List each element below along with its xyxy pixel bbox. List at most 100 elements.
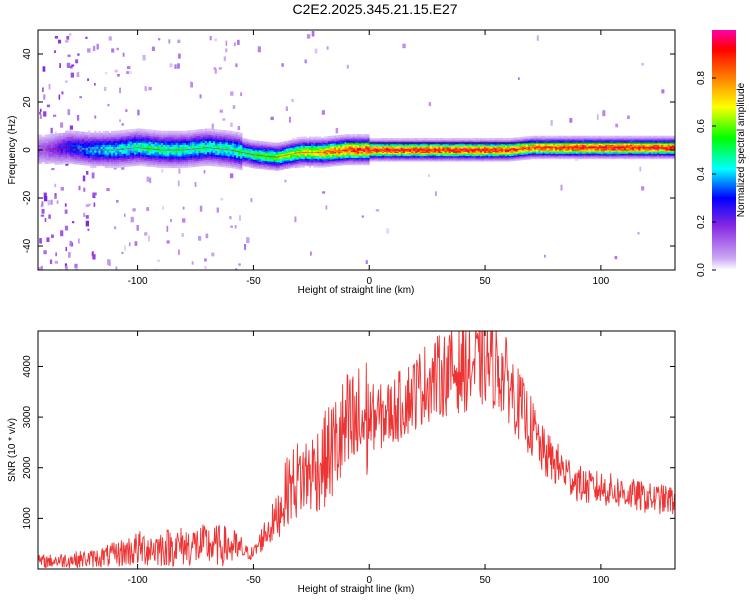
spectrogram-ridge-cell (459, 151, 462, 153)
spectrogram-ridge-cell (407, 142, 410, 145)
spectrogram-ridge-cell (419, 153, 422, 156)
spectrogram-ridge-cell (46, 157, 49, 161)
spectrogram-ridge-cell (411, 143, 414, 146)
spectrogram-noise-cell (59, 63, 61, 68)
spectrogram-ridge-cell (52, 153, 55, 156)
spectrogram-ridge-cell (104, 163, 107, 167)
spectrogram-ridge-cell (154, 147, 157, 151)
spectrogram-ridge-cell (263, 167, 266, 170)
spectrogram-ridge-cell (498, 159, 501, 162)
spectrogram-ridge-cell (236, 135, 239, 139)
spectrogram-ridge-cell (56, 156, 59, 160)
spectrogram-ridge-cell (100, 132, 103, 136)
spectrogram-ridge-cell (165, 142, 168, 145)
spectrogram-ridge-cell (411, 146, 414, 149)
spectrogram-ridge-cell (223, 137, 226, 141)
spectrogram-ridge-cell (429, 157, 433, 160)
spectrogram-ridge-cell (448, 144, 451, 147)
spectrogram-ridge-cell (375, 153, 378, 156)
spectrogram-ridge-cell (242, 158, 245, 161)
spectrogram-noise-cell (83, 212, 86, 217)
spectrogram-ridge-cell (75, 131, 78, 134)
spectrogram-ridge-cell (115, 161, 118, 165)
spectrogram-ridge-cell (146, 131, 149, 134)
spectrogram-ridge-cell (211, 132, 214, 136)
spectrogram-ridge-cell (281, 147, 285, 150)
spectrogram-ridge-cell (407, 155, 410, 158)
spectrogram-ridge-cell (125, 139, 128, 142)
spectrogram-ridge-cell (348, 147, 351, 150)
spectrogram-ridge-cell (246, 156, 249, 159)
spectrogram-ridge-cell (342, 159, 345, 162)
spectrogram-ridge-cell (100, 140, 103, 144)
spectrogram-ridge-cell (442, 145, 445, 148)
spectrogram-ridge-cell (325, 136, 328, 139)
spectrogram-ridge-cell (423, 142, 426, 145)
spectrogram-ridge-cell (50, 139, 53, 143)
spectrogram-ridge-cell (142, 150, 145, 153)
spectrogram-ridge-cell (367, 142, 370, 145)
spectrogram-ridge-cell (204, 145, 207, 149)
spectrogram-ridge-cell (259, 145, 262, 148)
spectrogram-ridge-cell (267, 151, 270, 155)
spectrogram-ridge-cell (384, 145, 387, 148)
chart-title: C2E2.2025.345.21.15.E27 (292, 1, 457, 17)
spectrogram-ridge-cell (167, 165, 170, 169)
spectrogram-ridge-cell (261, 162, 264, 165)
spectrogram-ridge-cell (63, 138, 66, 142)
spectrogram-noise-cell (209, 36, 212, 41)
spectrogram-ridge-cell (515, 140, 518, 143)
spectrogram-ridge-cell (167, 144, 170, 147)
spectrogram-ridge-cell (480, 142, 483, 145)
spectrogram-ridge-cell (350, 139, 353, 143)
spectrogram-ridge-cell (434, 159, 437, 162)
spectrogram-ridge-cell (190, 149, 193, 153)
spectrogram-ridge-cell (436, 156, 439, 159)
spectrogram-ridge-cell (181, 155, 184, 159)
spectrogram-ridge-cell (367, 163, 370, 166)
spectrogram-noise-cell (518, 77, 520, 80)
spectrogram-ridge-cell (494, 146, 497, 149)
spectrogram-ridge-cell (327, 140, 330, 143)
spectrogram-ridge-cell (429, 152, 433, 155)
spectrogram-ridge-cell (482, 140, 485, 143)
spectrogram-ridge-cell (375, 142, 378, 145)
spectrogram-ridge-cell (125, 152, 128, 156)
spectrogram-ridge-cell (281, 164, 285, 167)
spectrogram-ridge-cell (250, 149, 253, 153)
spectrogram-ridge-cell (492, 139, 495, 142)
spectrogram-ridge-cell (492, 145, 495, 148)
spectrogram-ridge-cell (256, 158, 260, 161)
spectrogram-ridge-cell (190, 145, 193, 149)
spectrogram-ridge-cell (133, 153, 137, 157)
spectrogram-ridge-cell (158, 157, 162, 161)
spectrogram-noise-cell (335, 128, 339, 134)
spectrogram-ridge-cell (244, 151, 247, 154)
spectrogram-ridge-cell (469, 159, 472, 162)
spectrogram-ridge-cell (202, 140, 205, 144)
spectrogram-ridge-cell (452, 157, 456, 160)
spectrogram-ridge-cell (63, 157, 66, 161)
spectrogram-ridge-cell (246, 146, 249, 149)
spectrogram-ridge-cell (315, 165, 318, 168)
spectrogram-ridge-cell (269, 153, 272, 156)
spectrogram-ridge-cell (386, 146, 389, 149)
spectrogram-ridge-cell (352, 134, 355, 137)
spectrogram-ridge-cell (525, 140, 528, 143)
spectrogram-noise-cell (156, 259, 160, 263)
spectrogram-ridge-cell (331, 141, 335, 144)
spectrogram-ridge-cell (63, 148, 66, 151)
spectrogram-noise-cell (158, 38, 161, 41)
spectrogram-ridge-cell (121, 160, 124, 164)
spectrogram-ridge-cell (229, 140, 232, 144)
spectrogram-ridge-cell (290, 151, 293, 154)
spectrogram-ridge-cell (186, 159, 189, 163)
spectrogram-ridge-cell (261, 144, 264, 147)
spectrogram-ridge-cell (471, 155, 474, 158)
spectrogram-ridge-cell (509, 156, 512, 159)
spectrogram-noise-cell (60, 186, 64, 191)
spectrogram-ridge-cell (407, 157, 410, 160)
spectrogram-ridge-cell (500, 151, 503, 153)
spectrogram-ridge-cell (217, 156, 220, 159)
spectrogram-ridge-cell (238, 161, 241, 164)
